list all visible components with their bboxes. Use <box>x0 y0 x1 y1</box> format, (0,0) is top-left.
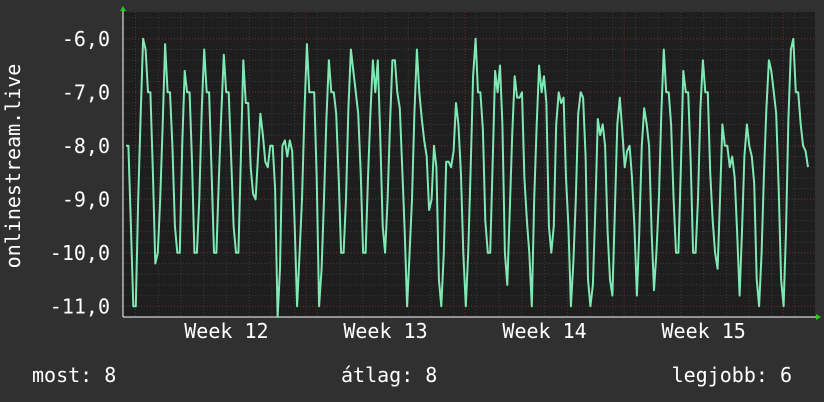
stat-average: átlag: 8 <box>341 363 438 387</box>
x-tick-label: Week 12 <box>184 319 268 343</box>
x-axis-arrow <box>816 314 821 320</box>
y-tick-labels: -6,0 -7,0 -8,0 -9,0 -10,0 -11,0 <box>50 27 110 319</box>
x-tick-label: Week 14 <box>502 319 586 343</box>
y-tick-label: -6,0 <box>62 27 110 51</box>
y-tick-label: -9,0 <box>62 187 110 211</box>
y-axis-label: onlinestream.live <box>1 64 25 269</box>
y-axis-arrow <box>120 6 126 11</box>
axes <box>120 6 821 320</box>
y-tick-label: -7,0 <box>62 80 110 104</box>
stat-last: most: 8 <box>32 363 117 387</box>
stat-maximum: legjobb: 6 <box>671 363 792 387</box>
y-tick-label: -8,0 <box>62 134 110 158</box>
y-tick-label: -11,0 <box>50 294 110 318</box>
x-tick-labels: Week 12 Week 13 Week 14 Week 15 <box>184 319 746 343</box>
series-line <box>126 37 809 318</box>
x-tick-label: Week 15 <box>661 319 745 343</box>
y-tick-label: -10,0 <box>50 241 110 265</box>
x-tick-label: Week 13 <box>343 319 427 343</box>
